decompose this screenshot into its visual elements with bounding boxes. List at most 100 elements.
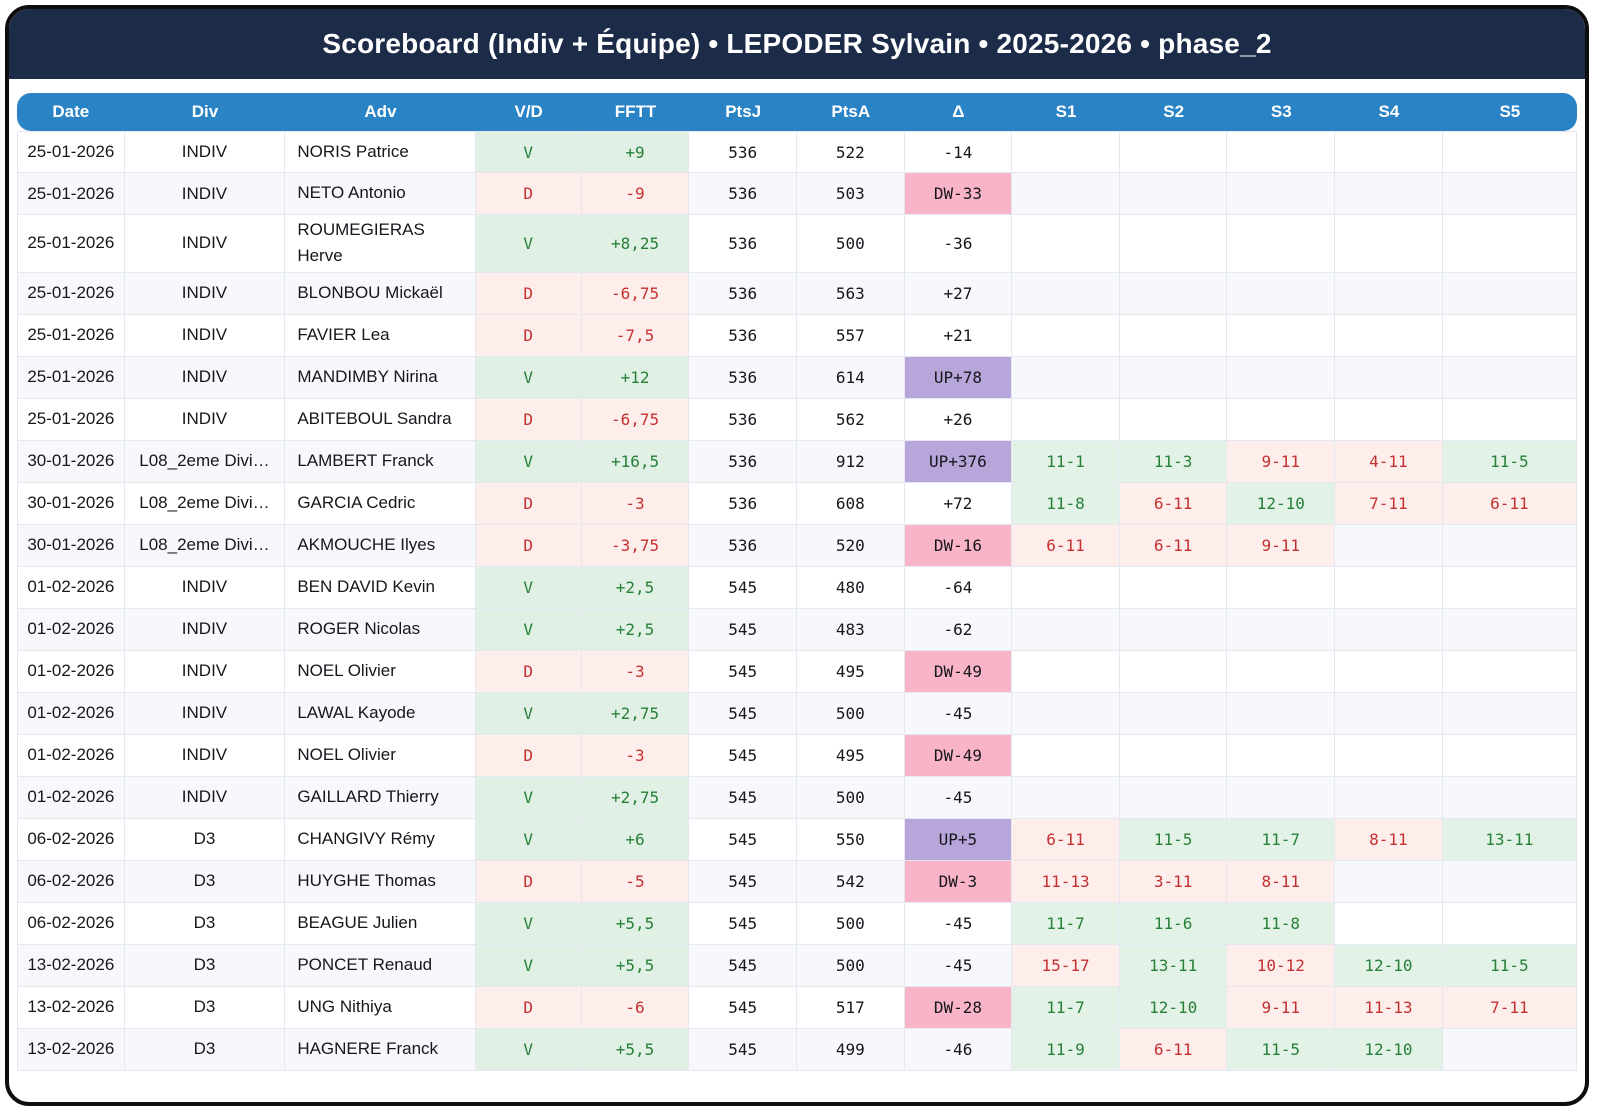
cell-adversary: PONCET Renaud xyxy=(285,944,476,987)
cell-date: 13-02-2026 xyxy=(17,1028,125,1071)
cell-set-3: 9-11 xyxy=(1227,986,1336,1029)
cell-set-4: 12-10 xyxy=(1335,944,1443,987)
table-body: 25-01-2026 INDIV NORIS Patrice V +9 536 522 -14… xyxy=(17,131,1577,1071)
cell-delta: +26 xyxy=(904,398,1013,441)
column-header-12: S5 xyxy=(1442,93,1577,131)
cell-points-player: 545 xyxy=(689,944,797,987)
cell-set-3 xyxy=(1227,173,1336,215)
column-header-0: Date xyxy=(17,93,125,131)
cell-adversary: ABITEBOUL Sandra xyxy=(285,398,476,441)
cell-fftt-points: -5 xyxy=(581,860,690,903)
cell-set-1: 11-7 xyxy=(1012,902,1120,945)
cell-fftt-points: -3 xyxy=(581,734,690,777)
cell-fftt-points: -3 xyxy=(581,482,690,525)
table-row: 06-02-2026 D3 BEAGUE Julien V +5,5 545 500 -45 1… xyxy=(17,902,1577,945)
cell-delta: -45 xyxy=(904,944,1013,987)
cell-fftt-points: +5,5 xyxy=(581,1028,690,1071)
cell-points-player: 536 xyxy=(689,215,797,273)
cell-set-5: 11-5 xyxy=(1442,440,1577,483)
cell-fftt-points: +6 xyxy=(581,818,690,861)
cell-points-adversary: 550 xyxy=(796,818,905,861)
cell-date: 30-01-2026 xyxy=(17,440,125,483)
cell-set-3 xyxy=(1227,131,1336,173)
cell-date: 25-01-2026 xyxy=(17,314,125,357)
cell-points-adversary: 500 xyxy=(796,944,905,987)
cell-delta: +72 xyxy=(904,482,1013,525)
cell-set-2 xyxy=(1119,314,1228,357)
cell-adversary: GARCIA Cedric xyxy=(285,482,476,525)
cell-fftt-points: +8,25 xyxy=(581,215,690,273)
cell-result: D xyxy=(475,860,582,903)
cell-division: INDIV xyxy=(124,215,286,273)
cell-set-2 xyxy=(1119,356,1228,399)
scoreboard-table: Date Div Adv V/D FFTT PtsJ PtsA Δ S1 S2 S3 S4 S5 25-… xyxy=(17,93,1577,1071)
cell-points-player: 536 xyxy=(689,524,797,567)
cell-date: 13-02-2026 xyxy=(17,944,125,987)
table-area: Date Div Adv V/D FFTT PtsJ PtsA Δ S1 S2 S3 S4 S5 25-… xyxy=(9,79,1585,1071)
column-header-8: S1 xyxy=(1012,93,1120,131)
cell-set-5 xyxy=(1442,314,1577,357)
cell-division: INDIV xyxy=(124,692,286,735)
cell-points-player: 536 xyxy=(689,173,797,215)
cell-points-adversary: 517 xyxy=(796,986,905,1029)
cell-delta: -45 xyxy=(904,902,1013,945)
cell-result: V xyxy=(475,131,582,173)
cell-set-5 xyxy=(1442,566,1577,609)
cell-date: 06-02-2026 xyxy=(17,818,125,861)
cell-delta: DW-28 xyxy=(904,986,1013,1029)
cell-division: INDIV xyxy=(124,173,286,215)
table-row: 01-02-2026 INDIV LAWAL Kayode V +2,75 545 500-… xyxy=(17,692,1577,735)
cell-adversary: HAGNERE Franck xyxy=(285,1028,476,1071)
cell-set-2: 13-11 xyxy=(1119,944,1228,987)
cell-points-adversary: 562 xyxy=(796,398,905,441)
table-row: 01-02-2026 INDIV NOEL Olivier D -3 545 495 DW-4… xyxy=(17,734,1577,777)
cell-set-2 xyxy=(1119,692,1228,735)
cell-delta: DW-49 xyxy=(904,650,1013,693)
title-bar: Scoreboard (Indiv + Équipe) • LEPODER Sy… xyxy=(9,9,1585,79)
cell-adversary: BEN DAVID Kevin xyxy=(285,566,476,609)
cell-points-player: 545 xyxy=(689,692,797,735)
cell-set-5 xyxy=(1442,173,1577,215)
cell-set-2 xyxy=(1119,398,1228,441)
cell-set-3 xyxy=(1227,734,1336,777)
cell-date: 01-02-2026 xyxy=(17,566,125,609)
cell-adversary: ROGER Nicolas xyxy=(285,608,476,651)
table-row: 25-01-2026 INDIV FAVIER Lea D -7,5 536 557 +21 xyxy=(17,314,1577,357)
cell-fftt-points: +2,5 xyxy=(581,608,690,651)
cell-delta: -45 xyxy=(904,692,1013,735)
cell-division: D3 xyxy=(124,902,286,945)
cell-set-2 xyxy=(1119,776,1228,819)
cell-set-4 xyxy=(1335,173,1443,215)
cell-adversary: MANDIMBY Nirina xyxy=(285,356,476,399)
cell-set-4 xyxy=(1335,566,1443,609)
cell-set-3 xyxy=(1227,356,1336,399)
cell-points-player: 536 xyxy=(689,440,797,483)
cell-points-player: 536 xyxy=(689,482,797,525)
cell-set-1 xyxy=(1012,131,1120,173)
cell-date: 01-02-2026 xyxy=(17,692,125,735)
cell-adversary: BLONBOU Mickaël xyxy=(285,272,476,315)
cell-date: 13-02-2026 xyxy=(17,986,125,1029)
table-row: 25-01-2026 INDIV MANDIMBY Nirina V +12 536 614… xyxy=(17,356,1577,399)
cell-adversary: CHANGIVY Rémy xyxy=(285,818,476,861)
cell-set-5: 13-11 xyxy=(1442,818,1577,861)
cell-points-player: 545 xyxy=(689,776,797,819)
table-row: 06-02-2026 D3 CHANGIVY Rémy V +6 545 550 UP+5 6-… xyxy=(17,818,1577,861)
column-header-4: FFTT xyxy=(581,93,690,131)
cell-result: V xyxy=(475,566,582,609)
cell-set-5 xyxy=(1442,356,1577,399)
cell-date: 06-02-2026 xyxy=(17,902,125,945)
table-row: 25-01-2026 INDIV NETO Antonio D -9 536 503 DW-3… xyxy=(17,173,1577,215)
cell-set-4 xyxy=(1335,356,1443,399)
cell-delta: -46 xyxy=(904,1028,1013,1071)
cell-set-1 xyxy=(1012,692,1120,735)
table-row: 13-02-2026 D3 UNG Nithiya D -6 545 517 DW-28 11-… xyxy=(17,986,1577,1029)
cell-set-1 xyxy=(1012,272,1120,315)
cell-adversary: NOEL Olivier xyxy=(285,650,476,693)
cell-set-3: 12-10 xyxy=(1227,482,1336,525)
cell-adversary: NOEL Olivier xyxy=(285,734,476,777)
cell-points-player: 545 xyxy=(689,986,797,1029)
cell-set-3 xyxy=(1227,776,1336,819)
table-row: 13-02-2026 D3 PONCET Renaud V +5,5 545 500 -45 1… xyxy=(17,944,1577,987)
cell-fftt-points: -6,75 xyxy=(581,398,690,441)
